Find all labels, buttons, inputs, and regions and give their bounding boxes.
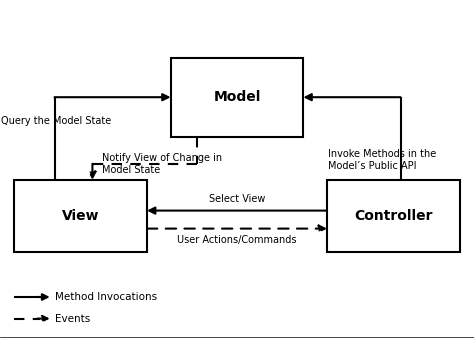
Text: Events: Events bbox=[55, 314, 91, 324]
Text: Select View: Select View bbox=[209, 194, 265, 204]
Text: Controller: Controller bbox=[354, 209, 433, 223]
Bar bbox=[327, 180, 460, 252]
Bar bbox=[171, 58, 303, 137]
Bar bbox=[14, 180, 147, 252]
Text: Notify View of Change in
Model State: Notify View of Change in Model State bbox=[102, 153, 222, 175]
Text: Query the Model State: Query the Model State bbox=[1, 116, 111, 126]
Text: User Actions/Commands: User Actions/Commands bbox=[177, 235, 297, 245]
Text: Invoke Methods in the
Model’s Public API: Invoke Methods in the Model’s Public API bbox=[328, 149, 436, 171]
Text: Model: Model bbox=[213, 90, 261, 104]
Text: Method Invocations: Method Invocations bbox=[55, 292, 157, 302]
Text: View: View bbox=[62, 209, 100, 223]
